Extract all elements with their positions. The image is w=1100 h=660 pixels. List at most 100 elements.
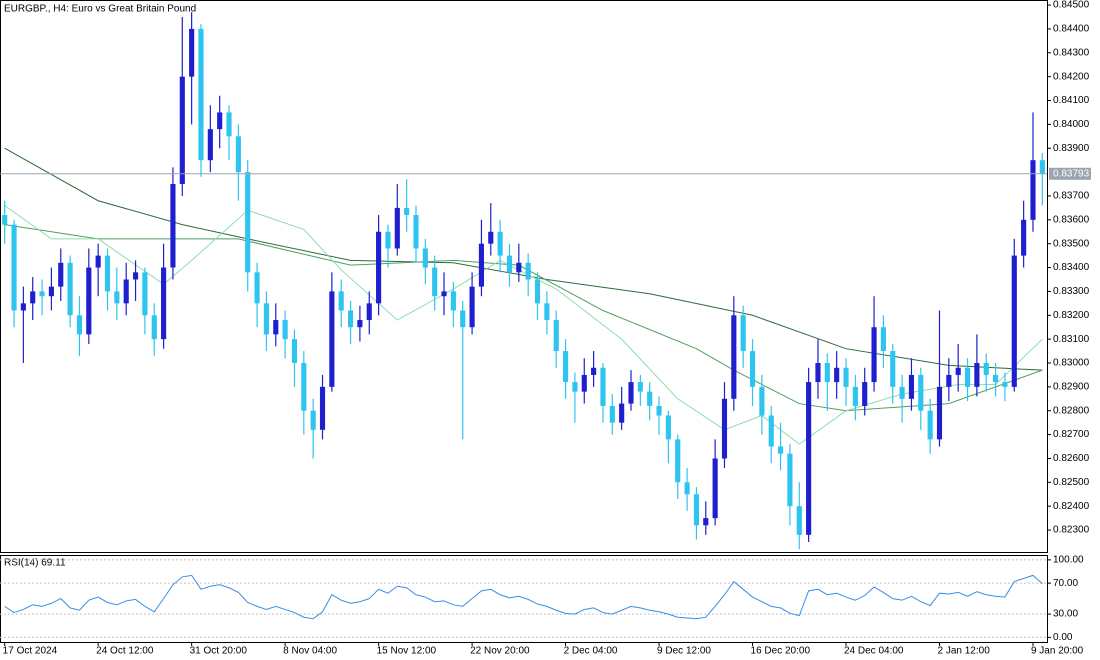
candle-body: [647, 391, 653, 406]
candle-body: [544, 303, 550, 321]
y-tick-label: 0.82600: [1053, 453, 1090, 464]
x-tick-label: 24 Dec 04:00: [844, 646, 904, 657]
candle-body: [357, 320, 363, 328]
candle-body: [179, 76, 185, 185]
moving-average: [4, 224, 1043, 412]
candle-body: [759, 386, 765, 416]
candle-body: [291, 339, 298, 364]
y-tick-label: 0.84500: [1053, 0, 1090, 11]
candle-body: [815, 363, 821, 383]
rsi-title: RSI(14) 69.11: [4, 558, 66, 569]
candle-body: [376, 231, 382, 304]
candle-body: [637, 382, 643, 392]
candle-body: [104, 255, 111, 292]
y-tick-label: 0.83500: [1053, 238, 1090, 249]
y-tick-label: 0.82700: [1053, 429, 1090, 440]
moving-average: [4, 147, 1043, 371]
candle-body: [142, 272, 148, 316]
last-price-box: [1049, 167, 1091, 180]
candle-body: [76, 315, 83, 335]
candle-body: [843, 367, 849, 387]
candle-body: [20, 303, 26, 311]
candle-body: [366, 303, 372, 321]
candle-body: [329, 291, 335, 387]
candle-body: [273, 320, 279, 335]
candle-body: [1039, 160, 1045, 174]
y-tick-label: 0.83200: [1053, 310, 1090, 321]
y-tick-label: 0.84100: [1053, 95, 1090, 106]
candle-body: [282, 320, 288, 340]
y-tick-label: 0.84200: [1053, 71, 1090, 82]
candle-body: [628, 382, 634, 404]
candle-body: [254, 272, 260, 304]
candle-body: [86, 267, 92, 335]
candle-body: [30, 291, 36, 304]
candle-body: [497, 231, 503, 256]
candle-body: [95, 255, 101, 268]
candle-body: [189, 28, 195, 77]
y-tick-label: 0.83300: [1053, 286, 1090, 297]
candle-body: [123, 279, 129, 304]
y-tick-label: 0.83400: [1053, 262, 1090, 273]
candle-body: [908, 374, 915, 399]
candle-body: [1021, 219, 1027, 256]
candle-body: [890, 351, 896, 387]
candle-body: [656, 405, 662, 416]
y-tick-label: 0.82400: [1053, 501, 1090, 512]
y-tick-label: 0.83700: [1053, 191, 1090, 202]
candle-body: [609, 405, 615, 423]
x-tick-label: 8 Nov 04:00: [283, 646, 337, 657]
candle-body: [693, 494, 700, 526]
candle-body: [619, 403, 625, 423]
candle-body: [703, 518, 709, 526]
candle-body: [441, 291, 447, 297]
candle-body: [899, 386, 905, 399]
candle-body: [927, 410, 933, 440]
candle-body: [422, 248, 428, 268]
candle-body: [338, 291, 344, 311]
candle-body: [1002, 382, 1008, 387]
x-tick-label: 16 Dec 20:00: [751, 646, 811, 657]
candle-body: [572, 382, 578, 392]
x-tick-label: 17 Oct 2024: [3, 646, 58, 657]
x-tick-label: 9 Jan 20:00: [1031, 646, 1084, 657]
x-tick-label: 15 Nov 12:00: [377, 646, 437, 657]
x-tick-label: 24 Oct 12:00: [96, 646, 154, 657]
candle-body: [983, 363, 989, 375]
y-tick-label: 0.84300: [1053, 47, 1090, 58]
candle-body: [67, 262, 73, 316]
candle-body: [918, 374, 924, 411]
candle-body: [301, 363, 307, 411]
candle-body: [207, 129, 213, 161]
candle-body: [675, 439, 681, 483]
candle-body: [235, 136, 241, 173]
candle-body: [581, 374, 587, 392]
candle-body: [132, 272, 139, 280]
rsi-panel: [0, 555, 1048, 643]
candle-body: [450, 291, 456, 311]
candle-body: [749, 351, 756, 387]
candle-body: [955, 367, 961, 375]
y-tick-label: 30.00: [1053, 609, 1078, 620]
y-tick-label: 0.83000: [1053, 358, 1090, 369]
y-tick-label: 0.82900: [1053, 382, 1090, 393]
candle-body: [946, 374, 952, 387]
y-tick-label: 100.00: [1053, 555, 1084, 566]
candle-body: [721, 398, 728, 459]
candle-body: [170, 184, 176, 268]
candle-body: [11, 224, 17, 311]
candle-body: [151, 315, 157, 340]
candle-body: [778, 446, 784, 454]
candle-body: [516, 262, 522, 273]
candle-body: [385, 231, 391, 249]
y-tick-label: 0.84400: [1053, 24, 1090, 35]
x-tick-label: 22 Nov 20:00: [470, 646, 530, 657]
y-tick-label: 0.82500: [1053, 477, 1090, 488]
candle-body: [731, 315, 737, 399]
candle-body: [834, 367, 840, 383]
candle-body: [469, 286, 475, 328]
candle-body: [824, 363, 830, 383]
last-price-label: 0.83793: [1053, 168, 1090, 179]
candle-body: [1030, 160, 1036, 220]
